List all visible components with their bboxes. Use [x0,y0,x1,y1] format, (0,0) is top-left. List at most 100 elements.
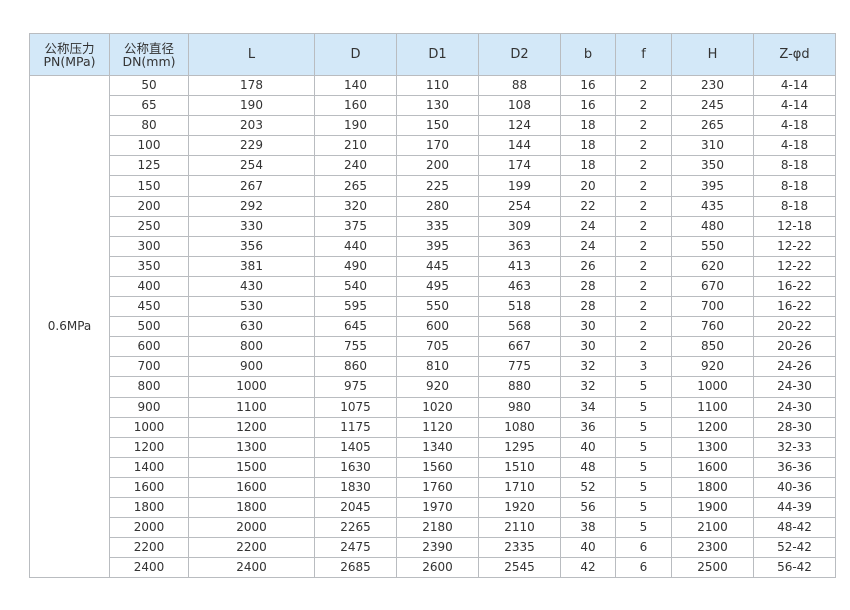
table-cell: 463 [478,275,561,298]
table-row: 200 292 320 280 254 22 2 435 8-18 [30,195,836,217]
table-cell: 2110 [478,517,561,539]
table-cell: 1100 [671,396,754,418]
table-cell: 810 [396,356,479,378]
table-cell: 900 [109,396,189,418]
table-cell: 2545 [478,557,561,579]
table-cell: 1510 [478,456,561,478]
table-cell: 110 [396,74,479,97]
table-cell: 1000 [109,416,189,438]
table-cell: 1800 [109,496,189,519]
table-cell: 5 [615,496,672,519]
table-row: 1400 1500 1630 1560 1510 48 5 1600 36-36 [30,456,836,478]
table-cell: 309 [478,215,561,237]
table-cell: 860 [314,356,397,378]
table-cell: 490 [314,255,397,277]
table-cell: 20 [560,175,616,197]
table-cell: 600 [396,316,479,338]
table-cell: 2200 [109,537,189,559]
table-cell: 12-22 [753,235,836,257]
table-cell: 1560 [396,456,479,478]
table-cell: 40-36 [753,476,836,498]
table-cell: 20-22 [753,316,836,338]
table-cell: 24-30 [753,376,836,398]
table-cell: 356 [188,235,315,257]
table-row: 300 356 440 395 363 24 2 550 12-22 [30,235,836,257]
table-cell: 1175 [314,416,397,438]
table-cell: 30 [560,336,616,358]
column-header: b [560,33,616,76]
table-cell: 2 [615,275,672,298]
header-row: 公称压力 PN(MPa) 公称直径 DN(mm) L D D1 D2 b f H Z-φd [29,33,836,76]
table-cell: 330 [188,215,315,237]
table-cell: 2390 [396,537,479,559]
table-cell: 2 [615,235,672,257]
table-cell: 8-18 [753,195,836,217]
table-cell: 980 [478,396,561,418]
table-cell: 150 [109,175,189,197]
table-row: 2200 2200 2475 2390 2335 40 6 2300 52-42 [30,537,836,559]
table-cell: 2335 [478,537,561,559]
table-cell: 18 [560,155,616,177]
table-cell: 363 [478,235,561,257]
table-cell: 16-22 [753,296,836,318]
table-cell: 24 [560,235,616,257]
table-cell: 50 [109,74,189,97]
table-cell: 1500 [188,456,315,478]
header-line: 公称压力 [44,40,95,56]
table-cell: 310 [671,135,754,157]
table-cell: 667 [478,336,561,358]
table-cell: 600 [109,336,189,358]
header-line: PN(MPa) [43,53,96,69]
table-cell: 56-42 [753,557,836,579]
table-cell: 2400 [188,557,315,579]
table-cell: 200 [396,155,479,177]
table-cell: 65 [109,95,189,117]
table-cell: 975 [314,376,397,398]
table-cell: 125 [109,155,189,177]
table-cell: 670 [671,275,754,298]
table-cell: 800 [109,376,189,398]
table-cell: 2 [615,135,672,157]
table-cell: 1120 [396,416,479,438]
table-cell: 16 [560,74,616,97]
table-cell: 280 [396,195,479,217]
table-cell: 190 [314,115,397,137]
table-row: 80 203 190 150 124 18 2 265 4-18 [30,115,836,137]
table-cell: 140 [314,74,397,97]
table-cell: 395 [396,235,479,257]
table-cell: 1920 [478,496,561,519]
table-cell: 700 [109,356,189,378]
table-cell: 1000 [671,376,754,398]
column-header: H [671,33,754,76]
table-cell: 18 [560,115,616,137]
table-cell: 22 [560,195,616,217]
table-cell: 1405 [314,436,397,458]
table-cell: 1900 [671,496,754,519]
table-row: 450 530 595 550 518 28 2 700 16-22 [30,296,836,318]
table-cell: 42 [560,557,616,579]
table-cell: 40 [560,537,616,559]
table-cell: 203 [188,115,315,137]
column-header: 公称压力 PN(MPa) [29,33,110,76]
table-cell: 2100 [671,517,754,539]
table-cell: 1800 [671,476,754,498]
table-cell: 265 [314,175,397,197]
table-row: 400 430 540 495 463 28 2 670 16-22 [30,275,836,298]
table-cell: 2500 [671,557,754,579]
table-cell: 52-42 [753,537,836,559]
table-cell: 2 [615,195,672,217]
table-row: 800 1000 975 920 880 32 5 1000 24-30 [30,376,836,398]
table-cell: 38 [560,517,616,539]
table-cell: 2180 [396,517,479,539]
column-header: D [314,33,397,76]
table-cell: 6 [615,537,672,559]
table-cell: 381 [188,255,315,277]
table-cell: 4-14 [753,74,836,97]
header-line: DN(mm) [122,53,176,69]
table-cell: 2 [615,336,672,358]
table-row: 250 330 375 335 309 24 2 480 12-18 [30,215,836,237]
table-cell: 5 [615,517,672,539]
table-cell: 160 [314,95,397,117]
table-row: 1600 1600 1830 1760 1710 52 5 1800 40-36 [30,476,836,498]
table-cell: 495 [396,275,479,298]
